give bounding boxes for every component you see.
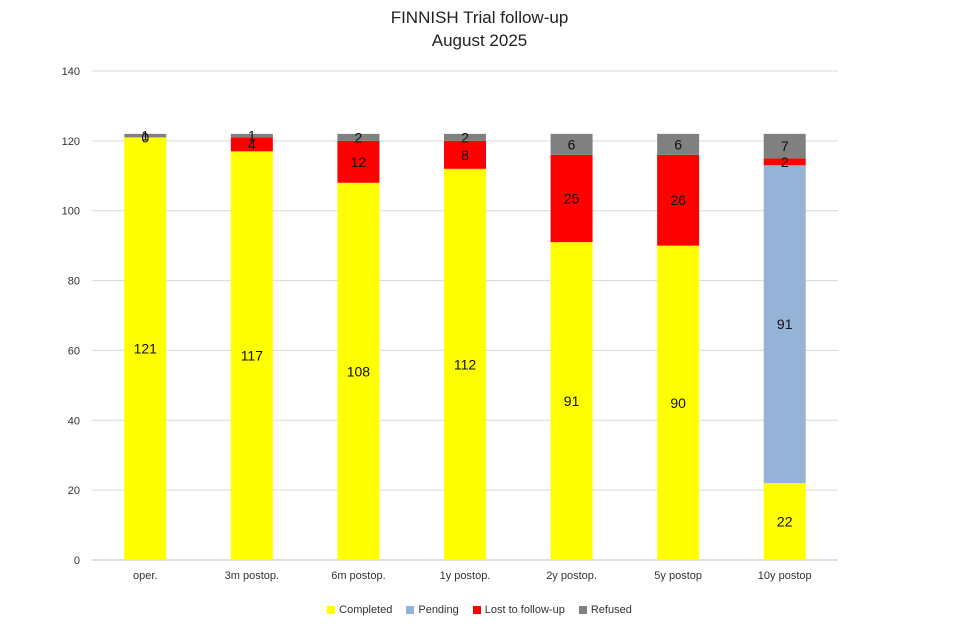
bar-segment-refused bbox=[657, 133, 700, 155]
bar-segment-refused bbox=[763, 133, 806, 159]
y-tick-label: 120 bbox=[62, 136, 80, 148]
legend-swatch bbox=[327, 606, 336, 614]
legend-item: Refused bbox=[578, 604, 632, 616]
data-label: 4 bbox=[248, 136, 256, 152]
bar-segment-lost-to-follow-up bbox=[230, 137, 273, 152]
legend-swatch bbox=[472, 606, 481, 614]
bar-segment-lost-to-follow-up bbox=[657, 154, 700, 246]
legend-label: Completed bbox=[339, 604, 393, 616]
bar-segment-completed bbox=[230, 151, 273, 561]
x-tick-label: 2y postop. bbox=[546, 570, 597, 582]
data-label: 6 bbox=[568, 136, 576, 152]
bar-segment-completed bbox=[124, 137, 167, 560]
bar-segment-refused bbox=[444, 133, 486, 141]
data-label: 121 bbox=[134, 341, 158, 357]
bar-segment-completed bbox=[337, 182, 380, 560]
bar-segment-refused bbox=[550, 133, 593, 155]
data-label: 108 bbox=[347, 363, 371, 379]
data-label: 91 bbox=[777, 316, 793, 332]
bar-segment-completed bbox=[550, 242, 593, 560]
legend-swatch bbox=[578, 606, 587, 614]
x-tick-label: oper. bbox=[133, 570, 157, 582]
bar-segment-lost-to-follow-up bbox=[337, 140, 380, 183]
data-label: 25 bbox=[564, 190, 580, 206]
data-label: 6 bbox=[674, 136, 682, 152]
legend: Completed Pending Lost to follow-up Refused bbox=[0, 604, 959, 616]
legend-label: Refused bbox=[590, 604, 632, 616]
bar-segment-lost-to-follow-up bbox=[763, 158, 806, 166]
y-tick-label: 100 bbox=[62, 206, 80, 218]
data-label: 2 bbox=[781, 154, 789, 170]
data-label: 26 bbox=[670, 192, 686, 208]
legend-item: Completed bbox=[327, 604, 392, 616]
data-label: 1 bbox=[248, 128, 256, 144]
y-tick-label: 80 bbox=[68, 276, 80, 288]
data-label: 112 bbox=[454, 356, 477, 372]
data-label: 22 bbox=[777, 514, 793, 530]
data-label: 90 bbox=[670, 395, 686, 411]
y-tick-label: 40 bbox=[68, 415, 80, 427]
bar-segment-completed bbox=[657, 245, 700, 560]
data-label: 0 bbox=[141, 129, 149, 145]
x-tick-label: 3m postop. bbox=[225, 570, 279, 582]
legend-label: Pending bbox=[418, 604, 459, 616]
data-label: 12 bbox=[351, 154, 367, 170]
bar-segment-refused bbox=[124, 133, 167, 138]
x-tick-label: 5y postop bbox=[654, 570, 702, 582]
legend-label: Lost to follow-up bbox=[484, 604, 565, 616]
data-label: 2 bbox=[355, 129, 363, 145]
data-label: 1 bbox=[141, 128, 149, 144]
x-tick-label: 6m postop. bbox=[331, 570, 385, 582]
bar-segment-refused bbox=[337, 133, 380, 141]
chart-title: FINNISH Trial follow-up bbox=[390, 8, 569, 27]
chart-subtitle: August 2025 bbox=[431, 31, 528, 50]
bar-segment-lost-to-follow-up bbox=[444, 140, 486, 169]
data-label: 2 bbox=[461, 129, 469, 145]
data-label: 8 bbox=[461, 147, 469, 163]
y-tick-label: 20 bbox=[68, 485, 80, 497]
bar-segment-pending bbox=[763, 165, 806, 484]
bar-segment-refused bbox=[230, 133, 273, 138]
legend-item: Lost to follow-up bbox=[472, 604, 565, 616]
x-tick-label: 10y postop bbox=[758, 570, 812, 582]
data-label: 91 bbox=[564, 393, 580, 409]
legend-item: Pending bbox=[406, 604, 459, 616]
bar-segment-lost-to-follow-up bbox=[550, 154, 593, 243]
y-tick-label: 0 bbox=[74, 555, 80, 567]
y-tick-label: 140 bbox=[62, 66, 80, 78]
x-tick-label: 1y postop. bbox=[440, 570, 491, 582]
y-tick-label: 60 bbox=[68, 345, 80, 357]
data-label: 117 bbox=[241, 348, 264, 364]
bar-segment-completed bbox=[763, 483, 806, 560]
legend-swatch bbox=[406, 606, 415, 614]
bar-segment-completed bbox=[444, 168, 486, 561]
data-label: 7 bbox=[781, 138, 789, 154]
